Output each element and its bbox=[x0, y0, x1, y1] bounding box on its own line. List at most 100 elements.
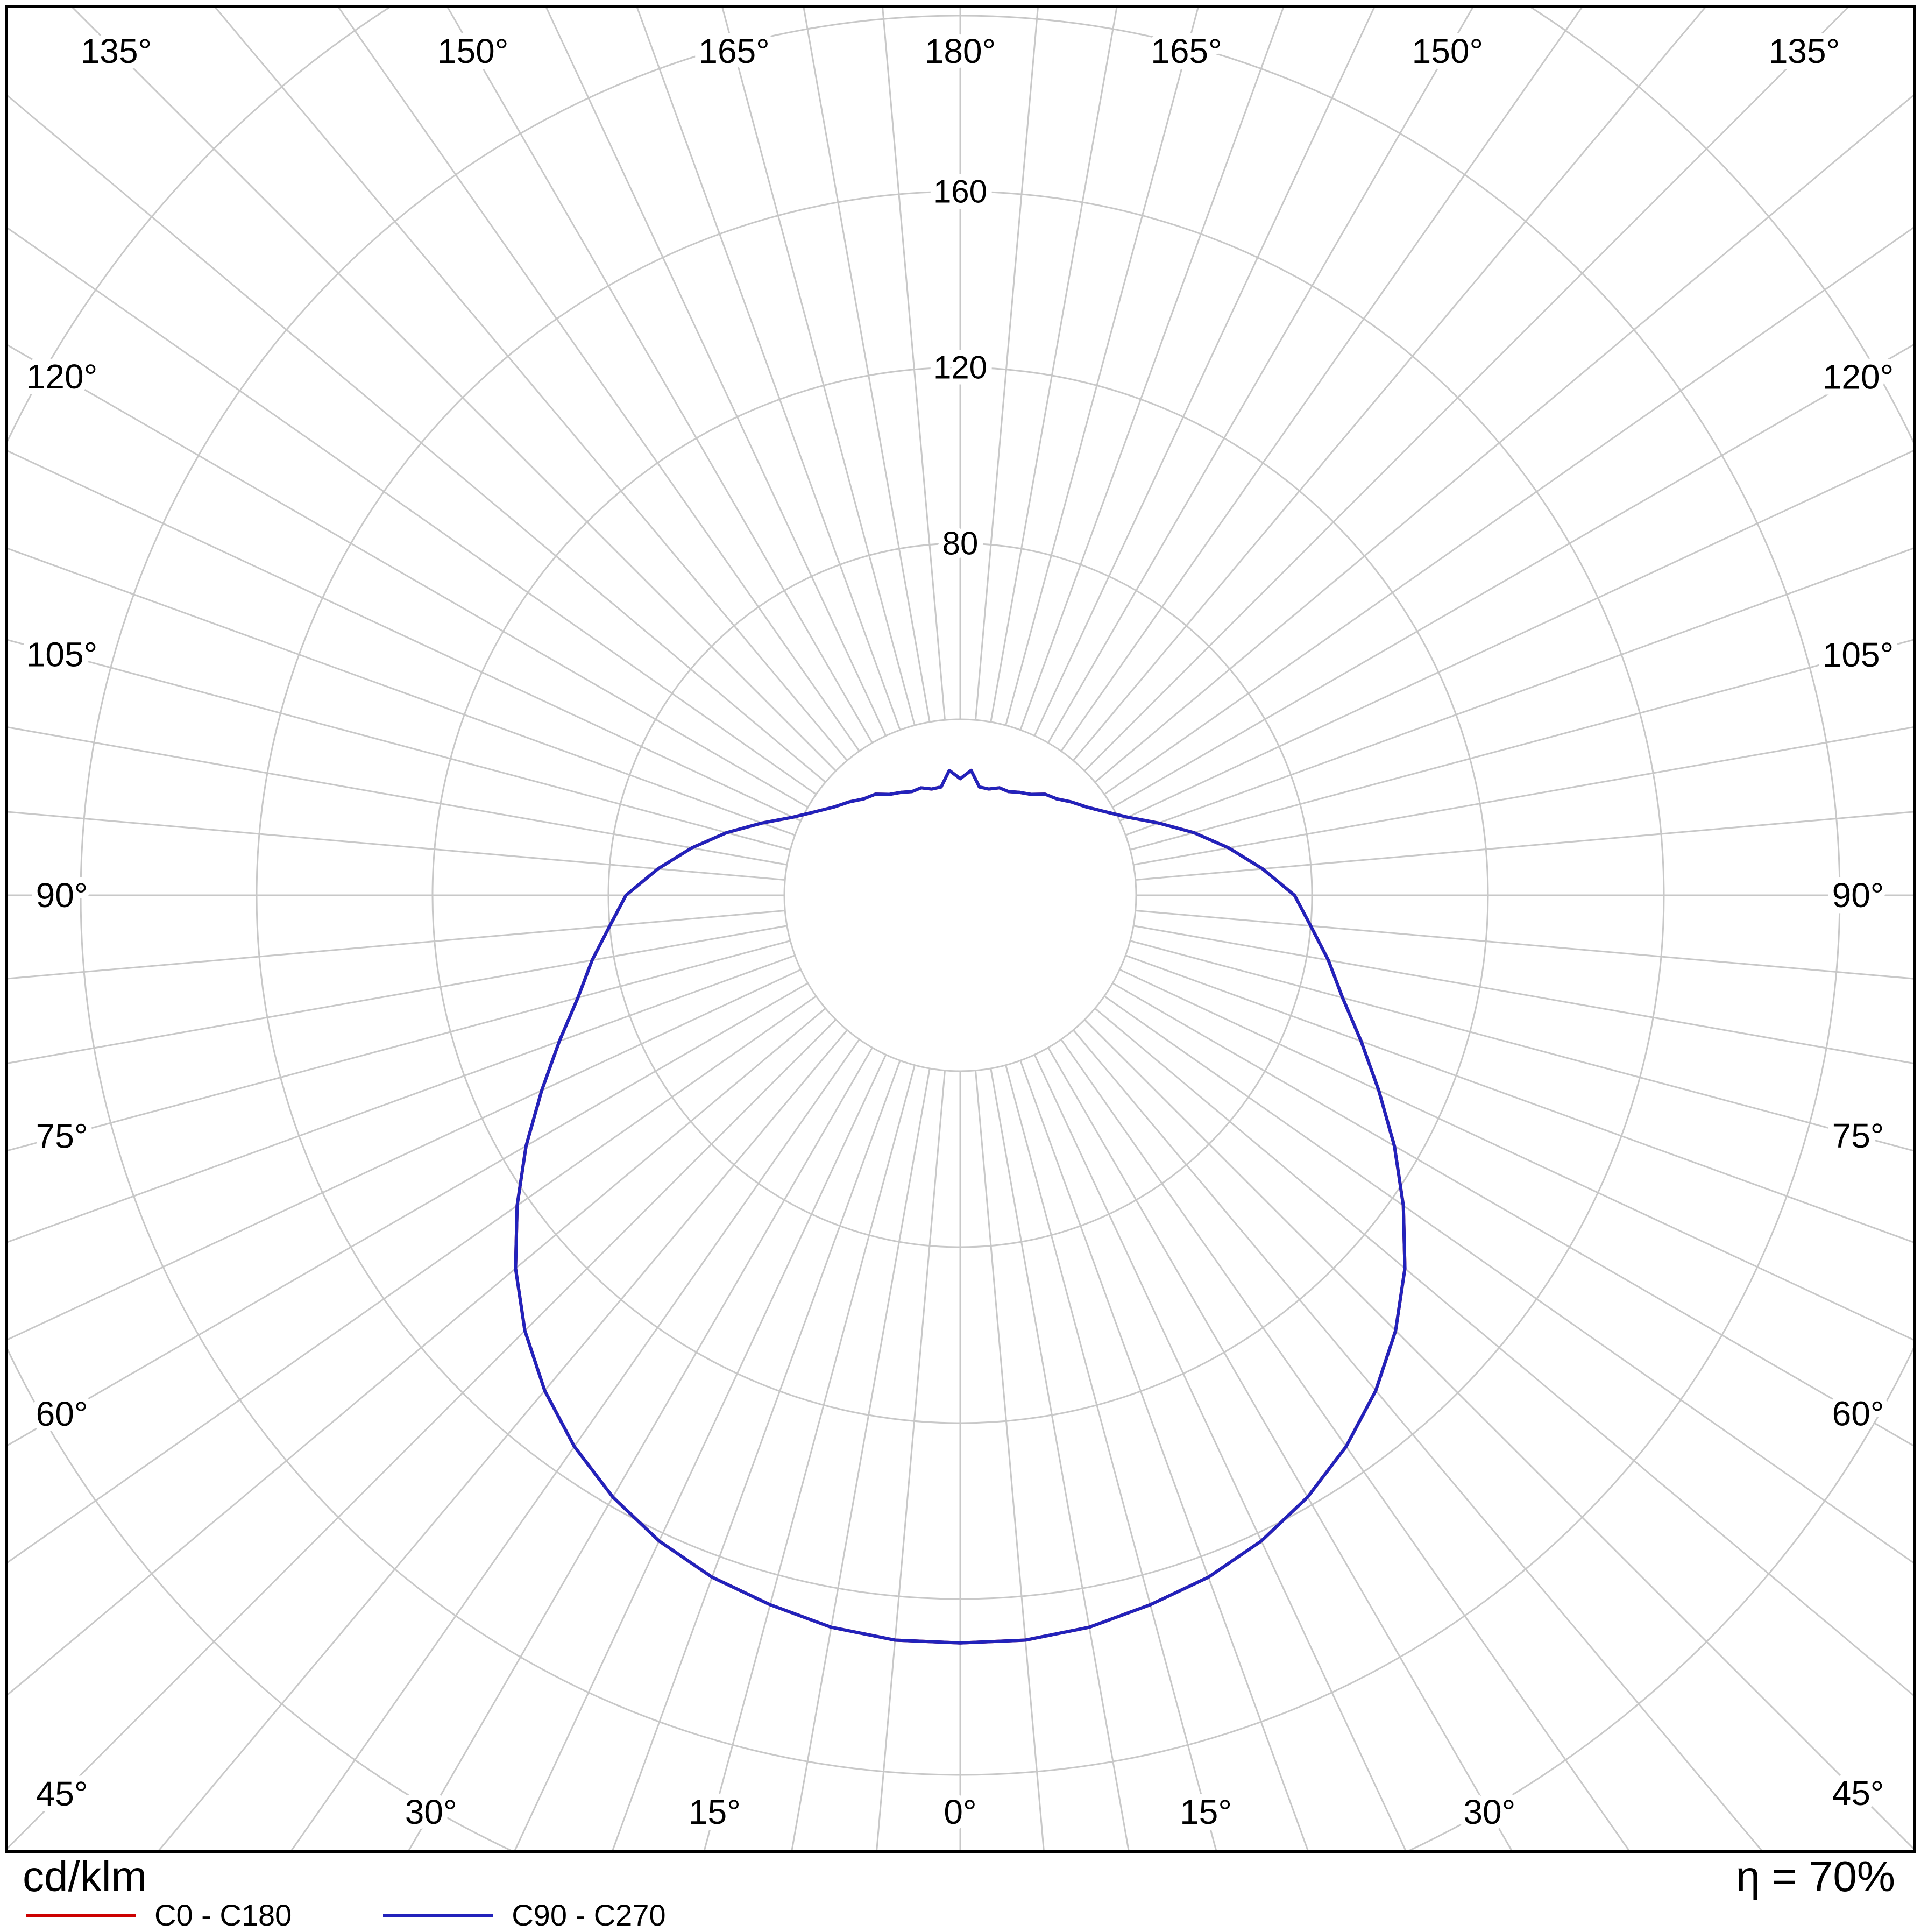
angle-label: 0° bbox=[944, 1793, 976, 1831]
grid-spoke bbox=[8, 811, 785, 881]
grid-spoke bbox=[703, 1065, 916, 1850]
units-label: cd/klm bbox=[23, 1852, 147, 1900]
grid-spoke bbox=[876, 1070, 946, 1850]
grid-spoke bbox=[8, 1019, 837, 1849]
angle-label: 75° bbox=[36, 1116, 88, 1155]
grid-spoke bbox=[545, 8, 887, 737]
angle-label: 120° bbox=[1823, 357, 1894, 396]
angle-label: 120° bbox=[26, 357, 97, 396]
grid-spoke bbox=[158, 1029, 848, 1850]
grid-spoke bbox=[1005, 1065, 1217, 1850]
angle-label: 30° bbox=[1463, 1793, 1515, 1831]
grid-spoke bbox=[1133, 726, 1913, 866]
grid-spoke bbox=[990, 1068, 1130, 1850]
grid-spoke bbox=[721, 8, 916, 726]
grid-spoke bbox=[1060, 8, 1583, 752]
grid-spoke bbox=[338, 8, 860, 752]
angle-label: 90° bbox=[1832, 876, 1884, 915]
angle-label: 15° bbox=[689, 1793, 741, 1831]
grid-spoke bbox=[1073, 1029, 1763, 1850]
grid-spoke bbox=[1135, 910, 1913, 980]
grid-spoke bbox=[1073, 8, 1706, 761]
grid-spoke bbox=[1130, 639, 1913, 851]
plot-frame bbox=[5, 5, 1916, 1853]
grid-spoke bbox=[8, 227, 817, 795]
grid-spoke bbox=[803, 8, 931, 723]
grid-spoke bbox=[72, 8, 837, 772]
grid-spoke bbox=[1104, 227, 1913, 795]
grid-spoke bbox=[1047, 8, 1473, 744]
grid-spoke bbox=[791, 1068, 931, 1850]
legend: C0 - C180 C90 - C270 bbox=[26, 1892, 757, 1930]
radius-label: 80 bbox=[942, 526, 979, 562]
grid-spoke bbox=[8, 954, 796, 1243]
grid-spoke bbox=[1125, 547, 1913, 836]
legend-item: C90 - C270 bbox=[383, 1898, 666, 1932]
grid-spoke bbox=[408, 1047, 873, 1850]
grid-spoke bbox=[8, 726, 788, 866]
grid-spoke bbox=[8, 968, 802, 1341]
radius-label: 120 bbox=[933, 350, 987, 386]
grid-spoke bbox=[1019, 1060, 1309, 1850]
grid-spoke bbox=[1094, 94, 1913, 783]
grid-spoke bbox=[1112, 344, 1913, 808]
angle-label: 180° bbox=[925, 32, 996, 70]
grid-spoke bbox=[1104, 995, 1913, 1563]
grid-spoke bbox=[1130, 940, 1913, 1152]
grid-spoke bbox=[1047, 1047, 1513, 1850]
grid-spoke bbox=[8, 450, 802, 822]
grid-spoke bbox=[8, 95, 826, 783]
grid-spoke bbox=[1119, 968, 1913, 1341]
grid-spoke bbox=[447, 8, 873, 744]
angle-label: 60° bbox=[1832, 1395, 1884, 1433]
angle-label: 15° bbox=[1180, 1793, 1232, 1831]
grid-spoke bbox=[1084, 1019, 1913, 1850]
grid-spoke bbox=[8, 925, 788, 1064]
angle-label: 75° bbox=[1832, 1116, 1884, 1155]
grid-spoke bbox=[1094, 1008, 1913, 1696]
grid-spoke bbox=[1019, 8, 1284, 731]
grid-spoke bbox=[8, 910, 785, 980]
chart-footer: cd/klm η = 70% C0 - C180 C90 - C270 bbox=[0, 1852, 1921, 1930]
angle-label: 165° bbox=[698, 32, 769, 70]
grid-spoke bbox=[215, 8, 848, 761]
angle-label: 135° bbox=[81, 32, 152, 70]
grid-spoke bbox=[1084, 8, 1849, 772]
grid-spoke bbox=[882, 8, 946, 720]
grid-spoke bbox=[975, 8, 1039, 720]
angle-label: 150° bbox=[1412, 32, 1483, 70]
grid-spoke bbox=[1033, 8, 1375, 737]
legend-label: C90 - C270 bbox=[512, 1898, 666, 1932]
grid-spoke bbox=[290, 1039, 860, 1850]
angle-label: 105° bbox=[1823, 635, 1894, 674]
grid-spoke bbox=[612, 1060, 901, 1850]
grid-spoke bbox=[1112, 982, 1913, 1447]
angle-label: 90° bbox=[36, 876, 88, 915]
grid-spoke bbox=[514, 1054, 887, 1850]
grid-spoke bbox=[1135, 811, 1913, 881]
grid-spoke bbox=[990, 8, 1118, 723]
angle-label: 105° bbox=[26, 635, 97, 674]
grid-spoke bbox=[8, 940, 791, 1151]
grid-spoke bbox=[1033, 1054, 1407, 1850]
grid-spoke bbox=[8, 639, 791, 851]
grid-spoke bbox=[1119, 450, 1913, 822]
grid-spoke bbox=[8, 1008, 826, 1696]
grid-spoke bbox=[8, 982, 809, 1446]
grid-spoke bbox=[8, 548, 796, 836]
grid-spoke bbox=[1133, 925, 1913, 1064]
angle-label: 30° bbox=[405, 1793, 457, 1831]
angle-label: 60° bbox=[36, 1395, 88, 1433]
grid-spoke bbox=[1125, 954, 1913, 1243]
angle-label: 135° bbox=[1769, 32, 1840, 70]
grid-spoke bbox=[1060, 1039, 1630, 1850]
radius-label: 160 bbox=[933, 174, 987, 210]
grid-circle bbox=[783, 718, 1137, 1072]
angle-label: 45° bbox=[36, 1774, 88, 1813]
angle-label: 165° bbox=[1151, 32, 1222, 70]
legend-item: C0 - C180 bbox=[26, 1900, 292, 1930]
grid-spoke bbox=[8, 995, 817, 1563]
